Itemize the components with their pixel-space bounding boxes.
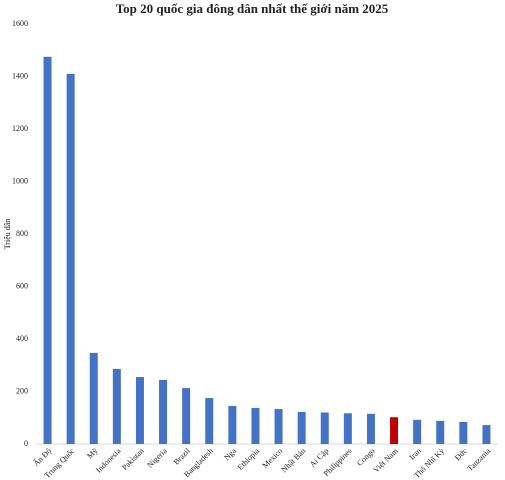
x-tick-label: Ethiopia bbox=[236, 446, 262, 472]
x-tick-label: Mỹ bbox=[85, 446, 99, 460]
bar bbox=[89, 352, 98, 444]
bar bbox=[112, 368, 121, 444]
bar bbox=[251, 408, 260, 444]
x-tick-label: Nhật Bản bbox=[279, 446, 307, 474]
chart-title: Top 20 quốc gia đông dân nhất thế giới n… bbox=[116, 1, 389, 16]
bar bbox=[135, 377, 144, 444]
bar bbox=[43, 56, 52, 444]
bar bbox=[459, 421, 468, 444]
y-tick-label: 200 bbox=[16, 386, 28, 395]
x-tick-label: Nigeria bbox=[145, 446, 169, 470]
x-tick-label: Nga bbox=[222, 446, 238, 462]
x-tick-label: Việt Nam bbox=[372, 446, 401, 475]
bar bbox=[228, 405, 237, 444]
y-tick-label: 1200 bbox=[12, 124, 28, 133]
bar bbox=[413, 419, 422, 444]
y-tick-label: 1600 bbox=[12, 19, 28, 28]
x-tick-label: Congo bbox=[355, 446, 376, 467]
x-tick-label: Đức bbox=[453, 446, 469, 462]
y-tick-label: 1400 bbox=[12, 71, 28, 80]
bar bbox=[297, 411, 306, 444]
bar bbox=[343, 413, 352, 444]
x-tick-label: Indonesia bbox=[94, 446, 123, 475]
x-tick-label: Pakistan bbox=[120, 446, 146, 472]
y-tick-label: 800 bbox=[16, 229, 28, 238]
y-tick-label: 1000 bbox=[12, 176, 28, 185]
y-axis-label: Triệu dân bbox=[3, 219, 12, 250]
bar bbox=[320, 412, 329, 444]
bar bbox=[66, 73, 75, 444]
y-tick-label: 400 bbox=[16, 334, 28, 343]
x-tick-label: Brazil bbox=[172, 446, 193, 467]
bar bbox=[182, 388, 191, 444]
bar bbox=[436, 420, 445, 444]
bar bbox=[366, 413, 375, 444]
y-tick-label: 600 bbox=[16, 281, 28, 290]
x-tick-label: Ấn Độ bbox=[31, 446, 53, 468]
bar bbox=[274, 409, 283, 444]
x-tick-label: Tanzania bbox=[465, 446, 492, 473]
bar bbox=[482, 425, 491, 444]
y-tick-label: 0 bbox=[24, 439, 28, 448]
bar bbox=[159, 379, 168, 444]
bar bbox=[205, 398, 214, 444]
x-tick-label: Iran bbox=[407, 446, 422, 461]
bar bbox=[390, 417, 399, 444]
